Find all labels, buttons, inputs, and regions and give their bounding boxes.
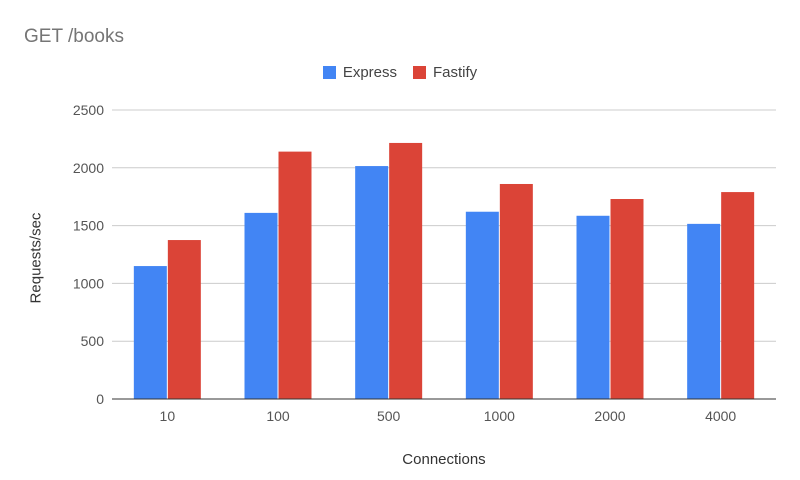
bar-express-2000 xyxy=(576,215,610,399)
chart-title: GET /books xyxy=(24,26,124,47)
bar-fastify-4000 xyxy=(721,192,755,399)
y-tick-label-2500: 2500 xyxy=(73,102,104,118)
legend-item-express: Express xyxy=(322,64,397,81)
bar-express-4000 xyxy=(687,223,721,399)
bar-fastify-10 xyxy=(167,240,201,399)
y-tick-label-0: 0 xyxy=(96,391,104,407)
legend-swatch-express xyxy=(322,66,336,79)
x-tick-label-10: 10 xyxy=(160,408,176,424)
x-tick-label-500: 500 xyxy=(377,408,401,424)
bar-express-1000 xyxy=(465,211,499,399)
legend-swatch-fastify xyxy=(413,66,426,79)
x-tick-label-100: 100 xyxy=(266,408,290,424)
legend-label-express: Express xyxy=(342,64,397,81)
y-tick-label-1000: 1000 xyxy=(73,275,104,291)
bar-fastify-500 xyxy=(389,142,423,400)
bar-express-100 xyxy=(244,212,278,399)
y-tick-label-500: 500 xyxy=(81,333,105,349)
y-tick-label-1500: 1500 xyxy=(73,218,104,234)
y-axis-label: Requests/sec xyxy=(27,212,45,304)
legend: Express Fastify xyxy=(0,64,800,81)
bar-express-10 xyxy=(133,266,167,399)
bar-fastify-2000 xyxy=(610,199,644,399)
bar-fastify-100 xyxy=(278,151,312,399)
legend-label-fastify: Fastify xyxy=(433,64,478,81)
x-tick-label-4000: 4000 xyxy=(705,408,736,424)
y-tick-label-2000: 2000 xyxy=(73,160,104,176)
legend-item-fastify: Fastify xyxy=(413,64,477,81)
bar-fastify-1000 xyxy=(499,183,533,399)
x-tick-label-2000: 2000 xyxy=(594,408,625,424)
x-axis-label: Connections xyxy=(402,451,486,468)
bar-express-500 xyxy=(355,166,389,399)
x-tick-label-1000: 1000 xyxy=(484,408,515,424)
